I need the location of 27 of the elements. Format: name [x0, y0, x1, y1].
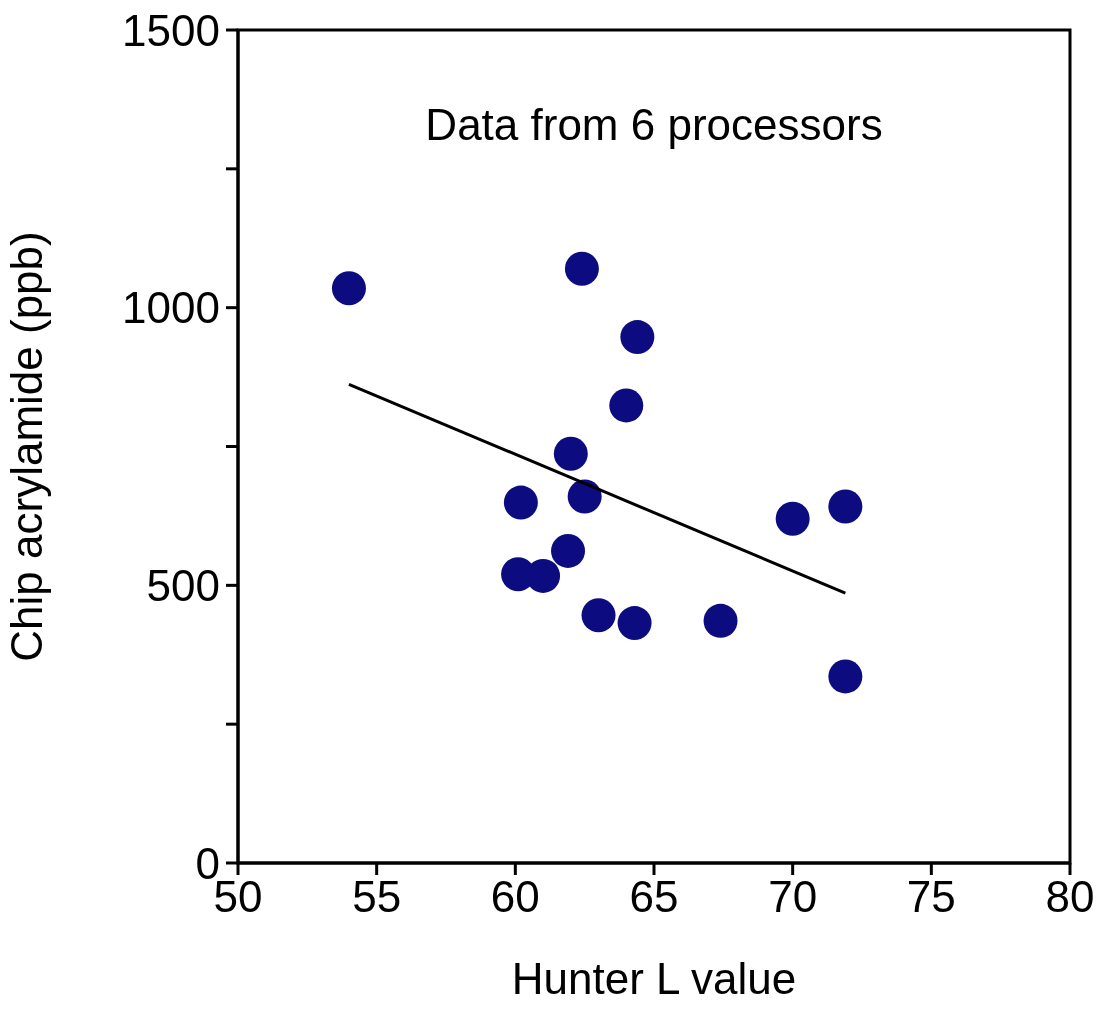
x-tick-label: 70: [768, 872, 818, 922]
point: [526, 558, 561, 593]
point: [564, 251, 599, 286]
point: [828, 659, 863, 694]
x-tick-label: 75: [906, 872, 956, 922]
x-tick-label: 60: [490, 872, 540, 922]
point: [331, 271, 366, 306]
point: [620, 320, 655, 355]
point: [553, 436, 588, 471]
x-tick-label: 65: [629, 872, 679, 922]
x-tick-label: 55: [352, 872, 402, 922]
y-tick-label: 500: [146, 560, 220, 610]
y-axis-title: Chip acrylamide (ppb): [1, 231, 51, 662]
point: [617, 606, 652, 641]
point: [581, 598, 616, 633]
y-tick-label: 1000: [122, 283, 220, 333]
annotation: Data from 6 processors: [424, 100, 884, 150]
point: [551, 533, 586, 568]
y-tick-label: 1500: [122, 5, 220, 55]
point: [775, 501, 810, 536]
x-tick-label: 80: [1045, 872, 1095, 922]
point: [567, 479, 602, 514]
x-axis-title: Hunter L value: [511, 954, 797, 1003]
point: [703, 603, 738, 638]
point: [609, 388, 644, 423]
point: [828, 489, 863, 524]
point: [503, 485, 538, 520]
